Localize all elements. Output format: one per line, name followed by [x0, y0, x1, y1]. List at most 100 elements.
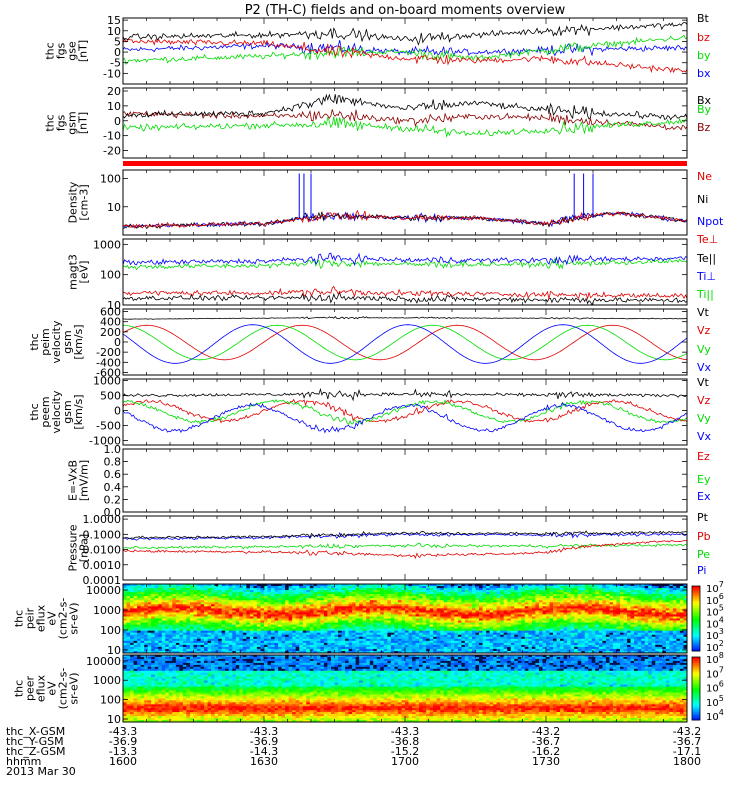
spectrogram-cell: [560, 584, 565, 587]
spectrogram-cell: [503, 608, 508, 611]
spectrogram-cell: [567, 646, 572, 650]
spectrogram-cell: [397, 602, 402, 605]
spectrogram-cell: [524, 624, 529, 628]
spectrogram-cell: [454, 596, 459, 599]
spectrogram-cell: [295, 592, 300, 595]
spectrogram-cell: [323, 608, 328, 611]
spectrogram-cell: [130, 651, 135, 653]
spectrogram-cell: [172, 604, 177, 607]
spectrogram-cell: [362, 630, 367, 634]
spectrogram-cell: [207, 628, 212, 632]
spectrogram-cell: [154, 642, 159, 646]
spectrogram-cell: [373, 651, 378, 653]
ylabel-line: fgs: [55, 42, 68, 59]
spectrogram-cell: [331, 586, 336, 589]
spectrogram-cell: [334, 620, 339, 624]
spectrogram-cell: [369, 608, 374, 611]
spectrogram-cell: [405, 614, 410, 617]
spectrogram-cell: [126, 588, 131, 591]
spectrogram-cell: [253, 612, 258, 615]
spectrogram-cell: [355, 606, 360, 609]
spectrogram-cell: [528, 590, 533, 593]
spectrogram-cell: [556, 604, 561, 607]
spectrogram-cell: [369, 642, 374, 646]
spectrogram-cell: [249, 594, 254, 597]
spectrogram-cell: [235, 624, 240, 628]
spectrogram-cell: [299, 596, 304, 599]
spectrogram-cell: [507, 644, 512, 648]
spectrogram-cell: [500, 638, 505, 642]
spectrogram-cell: [507, 636, 512, 640]
spectrogram-cell: [454, 630, 459, 634]
spectrogram-cell: [232, 638, 237, 642]
spectrogram-cell: [482, 596, 487, 599]
spectrogram-cell: [133, 588, 138, 591]
spectrogram-cell: [570, 638, 575, 642]
spectrogram-cell: [204, 584, 209, 587]
spectrogram-cell: [271, 610, 276, 613]
spectrogram-cell: [214, 644, 219, 648]
spectrogram-cell: [334, 626, 339, 630]
spectrogram-cell: [560, 622, 565, 626]
spectrogram-cell: [211, 608, 216, 611]
series-fgs-gsm-0: [123, 109, 687, 131]
spectrogram-cell: [140, 588, 145, 591]
spectrogram-cell: [359, 626, 364, 630]
spectrogram-cell: [274, 638, 279, 642]
spectrogram-cell: [383, 646, 388, 650]
spectrogram-cell: [232, 630, 237, 634]
spectrogram-cell: [179, 636, 184, 640]
spectrogram-cell: [482, 624, 487, 628]
spectrogram-cell: [447, 610, 452, 613]
spectrogram-cell: [489, 606, 494, 609]
spectrogram-cell: [517, 614, 522, 617]
spectrogram-cell: [546, 602, 551, 605]
spectrogram-cell: [454, 600, 459, 603]
spectrogram-cell: [341, 598, 346, 601]
spectrogram-cell: [253, 610, 258, 613]
spectrogram-cell: [563, 636, 568, 640]
spectrogram-cell: [528, 646, 533, 650]
spectrogram-cell: [479, 651, 484, 653]
spectrogram-cell: [253, 590, 258, 593]
spectrogram-cell: [331, 626, 336, 630]
spectrogram-cell: [232, 642, 237, 646]
spectrogram-cell: [327, 594, 332, 597]
spectrogram-cell: [415, 632, 420, 636]
spectrogram-cell: [327, 600, 332, 603]
spectrogram-cell: [221, 622, 226, 626]
spectrogram-cell: [211, 610, 216, 613]
spectrogram-cell: [447, 644, 452, 648]
spectrogram-cell: [517, 606, 522, 609]
spectrogram-cell: [419, 606, 424, 609]
spectrogram-cell: [175, 602, 180, 605]
spectrogram-cell: [517, 590, 522, 593]
spectrogram-cell: [193, 590, 198, 593]
spectrogram-cell: [341, 586, 346, 589]
spectrogram-cell: [394, 616, 399, 620]
spectrogram-cell: [563, 624, 568, 628]
spectrogram-cell: [376, 618, 381, 622]
series-fgs-gsm-2: [123, 93, 687, 121]
spectrogram-cell: [362, 602, 367, 605]
spectrogram-cell: [376, 600, 381, 603]
spectrogram-cell: [352, 590, 357, 593]
spectrogram-cell: [207, 592, 212, 595]
spectrogram-cell: [510, 632, 515, 636]
spectrogram-cell: [186, 596, 191, 599]
spectrogram-cell: [560, 636, 565, 640]
spectrogram-cell: [507, 594, 512, 597]
y-tick-label: 10: [107, 25, 121, 38]
spectrogram-cell: [140, 594, 145, 597]
spectrogram-cell: [154, 634, 159, 638]
spectrogram-cell: [468, 592, 473, 595]
spectrogram-cell: [126, 606, 131, 609]
spectrogram-cell: [327, 628, 332, 632]
spectrogram-cell: [397, 626, 402, 630]
spectrogram-cell: [253, 592, 258, 595]
spectrogram-cell: [288, 584, 293, 587]
spectrogram-cell: [197, 651, 202, 653]
spectrogram-cell: [338, 628, 343, 632]
spectrogram-cell: [422, 616, 427, 620]
spectrogram-cell: [271, 648, 276, 652]
